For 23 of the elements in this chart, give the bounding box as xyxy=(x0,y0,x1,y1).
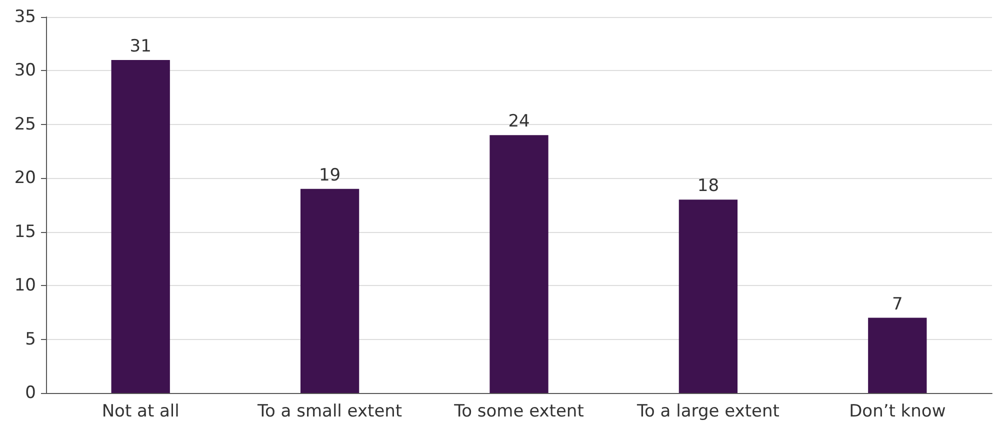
x-tick-label: Don’t know xyxy=(849,402,946,422)
bar xyxy=(678,200,738,393)
y-tick-label: 10 xyxy=(14,276,36,296)
data-label: 19 xyxy=(318,165,341,186)
y-tick-label: 5 xyxy=(25,329,36,350)
x-tick-label: To a small extent xyxy=(256,402,402,422)
y-tick-label: 15 xyxy=(14,222,36,242)
data-label: 18 xyxy=(697,176,720,196)
y-tick-label: 35 xyxy=(14,7,36,27)
y-tick-label: 30 xyxy=(14,60,36,81)
data-label: 31 xyxy=(130,36,152,56)
bar xyxy=(868,318,927,393)
x-tick-label: Not at all xyxy=(102,402,180,422)
x-tick-label: To a large extent xyxy=(636,402,780,422)
bar xyxy=(490,135,548,393)
bar xyxy=(300,188,360,393)
data-label: 24 xyxy=(508,112,530,132)
bar xyxy=(111,60,170,393)
data-label: 7 xyxy=(892,294,903,314)
y-tick-label: 0 xyxy=(25,383,36,403)
x-tick-label: To some extent xyxy=(453,402,584,422)
y-tick-label: 25 xyxy=(14,114,36,134)
y-tick-label: 20 xyxy=(14,168,36,188)
